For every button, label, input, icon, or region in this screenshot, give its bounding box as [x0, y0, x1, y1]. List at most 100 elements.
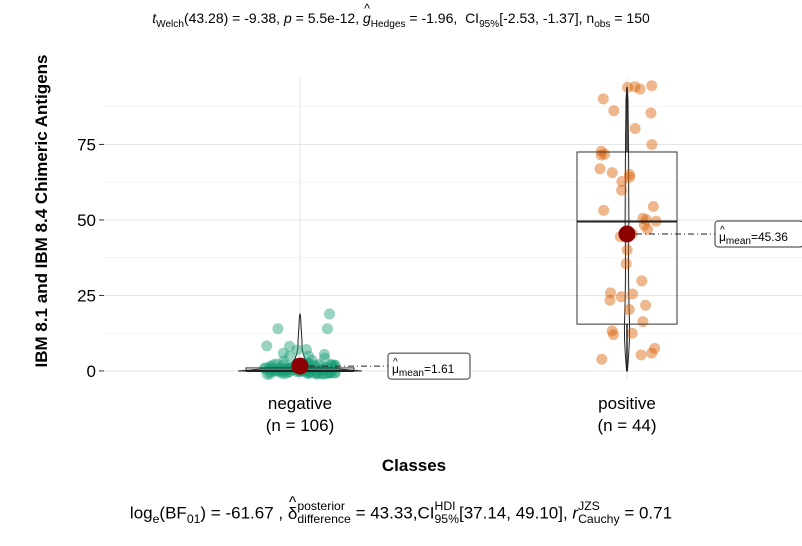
- data-point: [264, 360, 276, 372]
- data-point: [317, 363, 329, 375]
- data-point: [616, 184, 628, 196]
- mean-label-hat: ^: [720, 225, 725, 236]
- delta-value: = 43.33,: [355, 503, 418, 523]
- ci-hdi-sub: 95%: [434, 511, 459, 526]
- data-point: [271, 364, 283, 376]
- data-point: [623, 304, 635, 316]
- group-positive: μmean=45.36^ positive (n = 44): [576, 80, 802, 435]
- data-point: [627, 288, 639, 300]
- r-stack: JZS Cauchy: [578, 500, 620, 526]
- data-point: [637, 316, 649, 328]
- data-point: [325, 359, 337, 371]
- y-tick-label: 25: [77, 286, 96, 305]
- data-point: [271, 358, 283, 370]
- data-point: [595, 145, 607, 157]
- data-point: [620, 258, 632, 270]
- ci-sub: 95%: [479, 18, 500, 30]
- r-sub: Cauchy: [578, 511, 620, 526]
- data-point: [272, 323, 284, 335]
- bf-sub2: 01: [186, 512, 201, 527]
- data-point: [608, 105, 620, 117]
- ci-hdi-label: CI: [417, 503, 435, 523]
- data-point: [636, 275, 648, 287]
- group-negative: μmean=1.61^ negative (n = 106): [237, 308, 471, 435]
- data-point: [284, 340, 296, 352]
- n-value: = 150: [614, 10, 650, 26]
- violin: [237, 313, 363, 372]
- data-point: [325, 366, 337, 378]
- y-tick-label: 75: [77, 135, 96, 154]
- delta-sub: difference: [297, 511, 351, 526]
- data-point: [598, 204, 610, 216]
- x-tick-label: negative: [268, 394, 332, 413]
- n-label: n: [586, 10, 595, 26]
- ci-hdi-value: [37.14, 49.10],: [458, 503, 568, 523]
- grid: [104, 78, 802, 380]
- delta-stack: posterior difference: [297, 499, 351, 526]
- data-point: [595, 149, 607, 161]
- p-label: p: [283, 10, 292, 26]
- mean-label: μmean=45.36^: [714, 220, 802, 248]
- data-point: [596, 353, 608, 365]
- y-axis: 0 25 50 75: [77, 135, 104, 381]
- stats-subtitle-top: tWelch(43.28) = -9.38, p = 5.5e-12, gHed…: [0, 2, 802, 30]
- r-label: r: [572, 503, 579, 523]
- bf-value-a: (BF: [159, 503, 187, 523]
- data-point: [604, 287, 616, 299]
- g-label: g: [363, 2, 371, 26]
- data-point: [606, 167, 618, 179]
- data-point: [607, 329, 619, 341]
- r-value: = 0.71: [624, 503, 673, 523]
- data-point: [646, 80, 658, 92]
- mean-label-box: [387, 352, 471, 380]
- mean-label-text: μmean=45.36: [719, 230, 788, 247]
- p-value: = 5.5e-12,: [295, 10, 360, 26]
- data-point: [291, 344, 303, 356]
- data-point: [621, 244, 633, 256]
- n-sub: obs: [594, 18, 611, 30]
- delta-label: δ: [288, 494, 298, 524]
- mean-label-box: [714, 220, 802, 248]
- data-point: [264, 366, 276, 378]
- data-point: [277, 347, 289, 359]
- data-point: [645, 107, 657, 119]
- g-sub: Hedges: [370, 18, 406, 30]
- bf-sub1: e: [152, 512, 160, 527]
- data-point: [646, 347, 658, 359]
- data-point: [624, 171, 636, 183]
- data-point: [635, 349, 647, 361]
- ci-label: CI: [465, 10, 480, 26]
- data-point: [626, 327, 638, 339]
- t-label: t: [152, 10, 157, 26]
- bf-value-b: ) = -61.67 ,: [200, 503, 284, 523]
- ci-hdi-stack: HDI 95%: [434, 499, 459, 526]
- x-tick-count-label: (n = 106): [266, 416, 335, 435]
- ci-hdi-sup: HDI: [434, 499, 456, 514]
- mean-label-hat: ^: [393, 357, 398, 368]
- stats-caption-bottom: loge(BF01) = -61.67 , δposteriordifferen…: [0, 494, 802, 527]
- data-point: [300, 343, 312, 355]
- data-point: [647, 201, 659, 213]
- g-value: = -1.96,: [409, 10, 458, 26]
- data-point: [604, 294, 616, 306]
- data-point: [303, 350, 315, 362]
- x-tick-count-label: (n = 44): [597, 416, 656, 435]
- data-point: [615, 291, 627, 303]
- data-point: [646, 139, 658, 151]
- data-point: [306, 354, 318, 366]
- delta-sup: posterior: [297, 499, 345, 514]
- data-point: [616, 176, 628, 188]
- data-point: [327, 360, 339, 372]
- data-point: [278, 355, 290, 367]
- x-tick-label: positive: [598, 394, 656, 413]
- y-tick-label: 0: [87, 362, 96, 381]
- y-tick-label: 50: [77, 211, 96, 230]
- data-point: [261, 340, 273, 352]
- data-point: [324, 366, 336, 378]
- t-value: (43.28) = -9.38,: [183, 10, 281, 26]
- data-point: [277, 363, 289, 375]
- data-point: [594, 163, 606, 175]
- data-point: [642, 223, 654, 235]
- mean-label-text: μmean=1.61: [392, 362, 455, 379]
